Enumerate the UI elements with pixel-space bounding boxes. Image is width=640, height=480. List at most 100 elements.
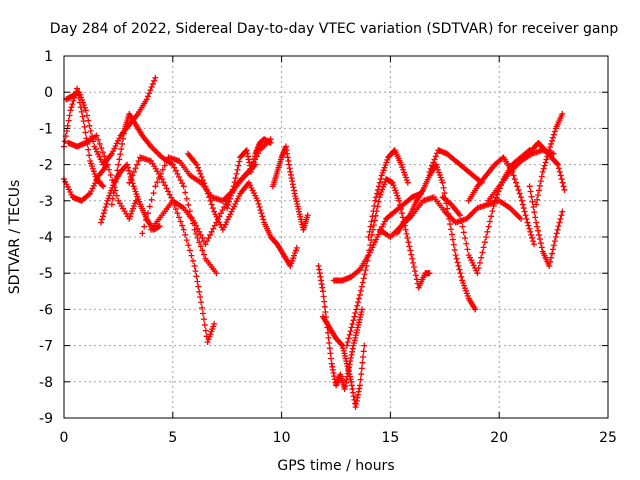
data-point — [169, 161, 176, 168]
data-point — [357, 376, 364, 383]
data-point — [221, 204, 228, 211]
data-point — [529, 198, 536, 205]
data-point — [440, 184, 447, 191]
data-point — [101, 153, 108, 160]
data-point — [359, 306, 366, 313]
data-point — [402, 226, 409, 233]
data-point — [129, 172, 136, 179]
data-point — [98, 145, 105, 152]
data-point — [358, 365, 365, 372]
data-point — [533, 219, 540, 226]
data-point — [196, 167, 203, 174]
data-point — [527, 188, 534, 195]
data-point — [124, 161, 131, 168]
data-point — [448, 231, 455, 238]
data-point — [555, 223, 562, 230]
data-point — [144, 93, 151, 100]
data-point — [319, 288, 326, 295]
data-point — [194, 225, 201, 232]
data-point — [546, 147, 553, 154]
data-point — [517, 215, 524, 222]
data-point — [520, 205, 527, 212]
data-point — [182, 231, 189, 238]
data-point — [548, 140, 555, 147]
data-point — [407, 247, 414, 254]
data-point — [115, 161, 122, 168]
data-point — [146, 203, 153, 210]
data-point — [369, 231, 376, 238]
data-point — [134, 161, 141, 168]
data-point — [367, 242, 374, 249]
data-point — [404, 235, 411, 242]
data-point — [70, 97, 77, 104]
data-point — [125, 167, 132, 174]
data-point — [224, 205, 231, 212]
data-point — [549, 134, 556, 141]
data-point — [236, 158, 243, 165]
data-point — [427, 165, 434, 172]
data-point — [355, 267, 362, 274]
data-point — [108, 201, 115, 208]
data-point — [530, 238, 537, 245]
data-point — [558, 176, 565, 183]
data-point — [225, 201, 232, 208]
data-point — [267, 139, 274, 146]
data-point — [441, 190, 448, 197]
data-point — [360, 275, 367, 282]
data-point — [256, 204, 263, 211]
data-point — [403, 230, 410, 237]
data-point — [61, 138, 68, 145]
data-point — [555, 165, 562, 172]
data-point — [521, 208, 528, 215]
data-point — [113, 172, 120, 179]
data-point — [235, 162, 242, 169]
data-point — [462, 235, 469, 242]
data-point — [197, 293, 204, 300]
data-point — [539, 168, 546, 175]
data-point — [151, 77, 158, 84]
y-tick-label: -9 — [39, 411, 53, 427]
data-point — [161, 162, 168, 169]
x-tick-label: 15 — [381, 430, 399, 446]
y-tick-label: -3 — [39, 194, 53, 210]
data-point — [213, 270, 220, 277]
data-point — [479, 249, 486, 256]
data-point — [476, 259, 483, 266]
data-point — [304, 212, 311, 219]
data-point — [534, 223, 541, 230]
data-point — [349, 320, 356, 327]
data-point — [191, 219, 198, 226]
data-point — [207, 231, 214, 238]
data-point — [191, 262, 198, 269]
data-point — [366, 247, 373, 254]
data-point — [144, 210, 151, 217]
y-tick-label: -4 — [39, 230, 53, 246]
data-point — [458, 273, 465, 280]
data-point — [426, 270, 433, 277]
data-point — [211, 222, 218, 229]
data-point — [406, 243, 413, 250]
data-point — [195, 283, 202, 290]
data-point — [369, 226, 376, 233]
data-point — [87, 127, 94, 134]
data-point — [356, 382, 363, 389]
data-point — [359, 359, 366, 366]
data-point — [126, 179, 133, 186]
data-point — [183, 237, 190, 244]
data-point — [559, 110, 566, 117]
series-arc-7 — [126, 154, 218, 345]
data-point — [198, 174, 205, 181]
data-point — [534, 196, 541, 203]
data-point — [197, 243, 204, 250]
y-tick-label: -2 — [39, 158, 53, 174]
data-point — [326, 340, 333, 347]
series-arc-16 — [343, 176, 433, 349]
data-point — [177, 177, 184, 184]
data-point — [556, 168, 563, 175]
data-point — [78, 108, 85, 115]
data-point — [99, 149, 106, 156]
data-point — [190, 257, 197, 264]
data-point — [561, 186, 568, 193]
data-point — [454, 259, 461, 266]
